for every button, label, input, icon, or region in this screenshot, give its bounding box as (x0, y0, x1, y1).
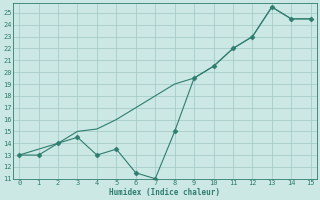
X-axis label: Humidex (Indice chaleur): Humidex (Indice chaleur) (109, 188, 220, 197)
